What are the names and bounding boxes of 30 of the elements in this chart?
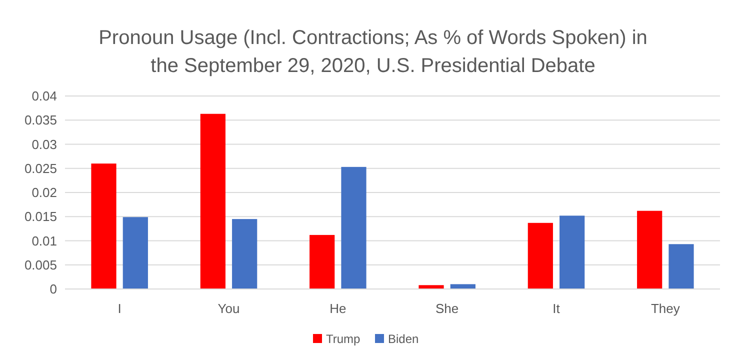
chart-title: Pronoun Usage (Incl. Contractions; As % of Words Spoken) in the September 29, 2020, U.S. Presidential Debate: [98, 27, 648, 77]
x-tick-label: He: [330, 301, 346, 316]
x-tick-label: You: [218, 301, 240, 316]
bar: [232, 219, 258, 289]
y-tick-label: 0.015: [24, 209, 57, 224]
bar: [637, 210, 662, 289]
bar: [418, 285, 444, 289]
bar: [528, 222, 553, 289]
legend-label: Biden: [388, 332, 419, 346]
x-tick-label: They: [650, 301, 680, 316]
bar: [450, 284, 476, 289]
y-tick-label: 0: [50, 282, 57, 297]
bar: [122, 217, 148, 289]
x-tick-label: She: [436, 301, 459, 316]
bar: [341, 166, 366, 289]
bar: [91, 164, 116, 289]
y-tick-label: 0.03: [32, 136, 57, 152]
y-tick-label: 0.035: [24, 112, 57, 128]
y-tick-label: 0.04: [32, 88, 57, 104]
bar: [668, 244, 694, 289]
legend-label: Trump: [326, 332, 361, 346]
bar: [310, 234, 335, 289]
bar: [200, 114, 226, 289]
x-tick-label: It: [552, 301, 560, 316]
y-tick-label: 0.025: [24, 160, 57, 176]
x-tick-label: I: [118, 301, 122, 316]
y-tick-label: 0.02: [32, 185, 57, 200]
y-tick-label: 0.01: [32, 233, 57, 248]
y-tick-label: 0.005: [24, 257, 57, 272]
bar: [560, 216, 585, 289]
